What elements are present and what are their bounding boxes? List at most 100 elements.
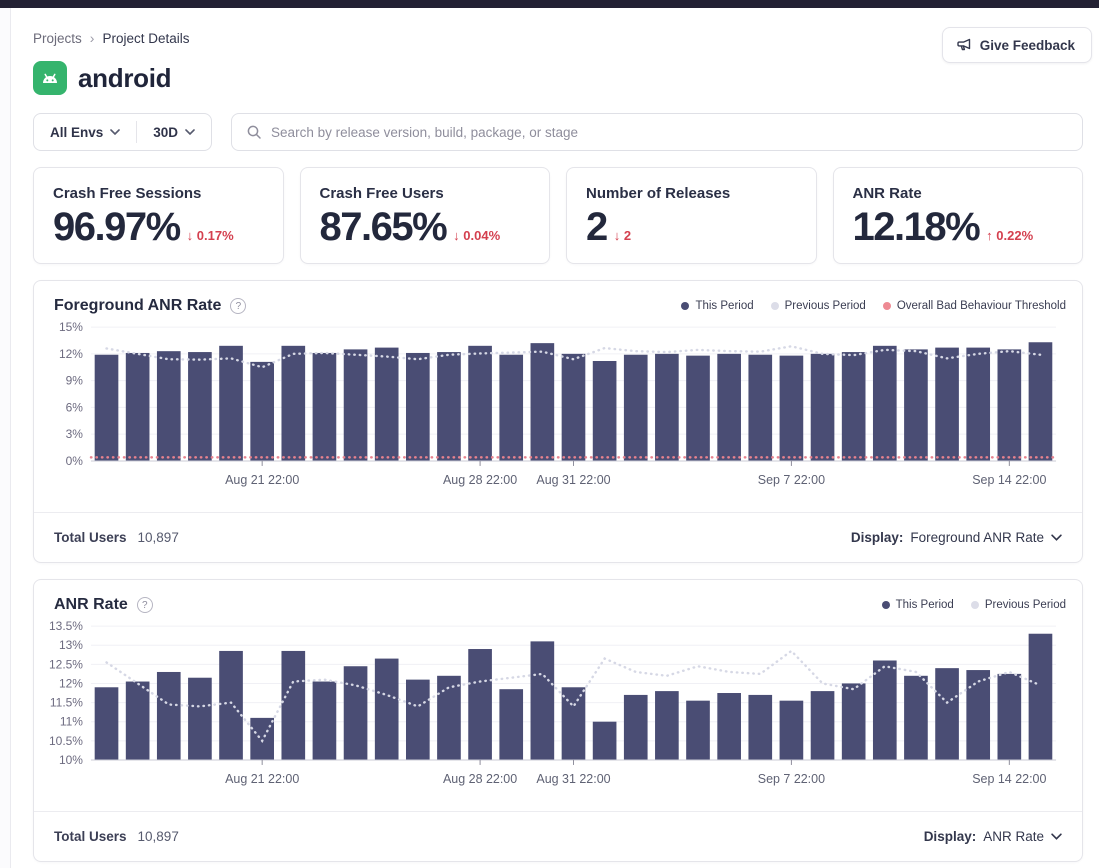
legend-dot (770, 302, 779, 310)
stat-label: Number of Releases (586, 185, 731, 202)
give-feedback-button[interactable]: Give Feedback (941, 27, 1092, 63)
legend-dot (681, 302, 690, 310)
stat-card-anr-rate: ANR Rate 12.18% ↑ 0.22% (832, 167, 1083, 264)
chart-legend: This Period Previous Period (881, 599, 1066, 611)
breadcrumb-item-projects[interactable]: Projects (33, 30, 82, 46)
legend-label: This Period (695, 300, 754, 312)
arrow-down-icon: ↓ (186, 228, 194, 243)
stat-label: Crash Free Users (319, 185, 444, 202)
filter-group: All Envs 30D (33, 113, 213, 151)
svg-text:11%: 11% (60, 715, 83, 729)
stat-delta-value: 0.17% (196, 228, 234, 243)
arrow-down-icon: ↓ (453, 228, 460, 243)
svg-text:0%: 0% (66, 454, 84, 468)
stat-label: ANR Rate (852, 185, 922, 202)
give-feedback-label: Give Feedback (979, 37, 1075, 53)
foreground-anr-rate-bar-chart[interactable]: 0% 3% 6% 9% 12% 15% Aug 21 22:00 Aug 28 22:00 Au… (34, 317, 1082, 497)
main-content: Projects › Project Details Give Feedback (12, 8, 1099, 862)
display-label: Display: (850, 530, 904, 545)
chevron-down-icon (185, 129, 195, 135)
svg-text:Aug 28 22:00: Aug 28 22:00 (443, 473, 517, 487)
left-rail (0, 8, 11, 868)
page-title: android (78, 62, 172, 93)
svg-text:Aug 21 22:00: Aug 21 22:00 (225, 473, 299, 487)
arrow-down-icon: ↓ (613, 228, 621, 243)
stat-delta-value: 0.04% (463, 228, 501, 243)
svg-text:15%: 15% (59, 320, 83, 334)
foreground-anr-rate-card: Foreground ANR Rate ? This Period Previo… (33, 280, 1083, 563)
svg-text:Aug 21 22:00: Aug 21 22:00 (225, 772, 299, 786)
display-dropdown[interactable]: Display: ANR Rate (924, 829, 1062, 844)
filter-divider (136, 121, 138, 143)
legend-label: This Period (895, 599, 954, 611)
svg-text:13%: 13% (59, 638, 83, 652)
breadcrumb-separator-icon: › (89, 30, 95, 46)
svg-text:Sep 14 22:00: Sep 14 22:00 (972, 772, 1046, 786)
stat-card-crash-free-users: Crash Free Users 87.65% ↓ 0.04% (299, 167, 550, 264)
arrow-up-icon: ↑ (986, 228, 993, 243)
total-users-value: 10,897 (137, 530, 179, 545)
stat-value: 2 (586, 205, 608, 249)
display-dropdown[interactable]: Display: Foreground ANR Rate (851, 530, 1062, 545)
range-filter-dropdown[interactable]: 30D (137, 114, 211, 150)
stat-value: 87.65% (319, 205, 448, 249)
svg-text:Aug 31 22:00: Aug 31 22:00 (536, 473, 610, 487)
stat-value: 96.97% (53, 205, 181, 249)
stat-delta: ↓ 2 (614, 228, 631, 243)
svg-text:12%: 12% (59, 347, 83, 361)
chart-title: ANR Rate (54, 596, 128, 613)
stat-delta-value: 0.22% (996, 228, 1034, 243)
stat-value: 12.18% (852, 205, 981, 249)
stat-label: Crash Free Sessions (53, 185, 202, 202)
range-filter-label: 30D (153, 124, 179, 140)
anr-rate-bar-chart[interactable]: 10% 10.5% 11% 11.5% 12% 12.5% 13% 13.5% Aug 21 2… (34, 616, 1082, 796)
chart-legend: This Period Previous Period Overall Bad … (681, 300, 1066, 312)
total-users-value: 10,897 (137, 829, 179, 844)
top-bar (0, 0, 1099, 8)
help-icon[interactable]: ? (230, 298, 247, 314)
svg-text:3%: 3% (66, 427, 84, 441)
megaphone-icon (956, 37, 972, 53)
legend-item-this-period: This Period (681, 300, 754, 312)
svg-text:Sep 14 22:00: Sep 14 22:00 (972, 473, 1046, 487)
stat-delta: ↑ 0.22% (986, 228, 1033, 243)
android-icon (33, 61, 67, 95)
display-label: Display: (923, 829, 977, 844)
breadcrumb-item-current: Project Details (102, 30, 190, 46)
legend-item-previous-period: Previous Period (770, 300, 866, 312)
legend-label: Previous Period (784, 300, 866, 312)
chevron-down-icon (110, 129, 121, 135)
total-users-label: Total Users (54, 829, 127, 844)
stats-row: Crash Free Sessions 96.97% ↓ 0.17% Crash… (33, 167, 1083, 264)
svg-text:10.5%: 10.5% (49, 734, 83, 748)
search-icon (246, 124, 262, 140)
svg-text:11.5%: 11.5% (50, 696, 83, 710)
stat-delta: ↓ 0.17% (187, 228, 234, 243)
svg-text:10%: 10% (59, 753, 83, 767)
breadcrumb: Projects › Project Details (33, 30, 190, 46)
legend-label: Previous Period (984, 599, 1066, 611)
svg-text:12%: 12% (59, 676, 83, 690)
legend-dot (970, 601, 979, 609)
env-filter-label: All Envs (50, 124, 104, 140)
total-users: Total Users 10,897 (54, 829, 179, 844)
total-users-label: Total Users (54, 530, 127, 545)
svg-text:Sep 7 22:00: Sep 7 22:00 (758, 473, 825, 487)
svg-text:Aug 28 22:00: Aug 28 22:00 (443, 772, 517, 786)
legend-item-this-period: This Period (881, 599, 954, 611)
anr-rate-card: ANR Rate ? This Period Previous Period 1… (33, 579, 1083, 862)
display-value: ANR Rate (983, 829, 1044, 844)
display-value: Foreground ANR Rate (910, 530, 1044, 545)
legend-item-threshold: Overall Bad Behaviour Threshold (882, 300, 1066, 312)
search-input[interactable] (271, 124, 1068, 140)
stat-card-number-of-releases: Number of Releases 2 ↓ 2 (566, 167, 817, 264)
stat-delta: ↓ 0.04% (453, 228, 500, 243)
env-filter-dropdown[interactable]: All Envs (34, 114, 136, 150)
chevron-down-icon (1051, 534, 1062, 541)
stat-card-crash-free-sessions: Crash Free Sessions 96.97% ↓ 0.17% (33, 167, 284, 264)
legend-dot (882, 302, 891, 310)
help-icon[interactable]: ? (136, 597, 153, 613)
search-box (231, 113, 1083, 151)
svg-text:Aug 31 22:00: Aug 31 22:00 (536, 772, 610, 786)
chart-title: Foreground ANR Rate (54, 297, 222, 314)
